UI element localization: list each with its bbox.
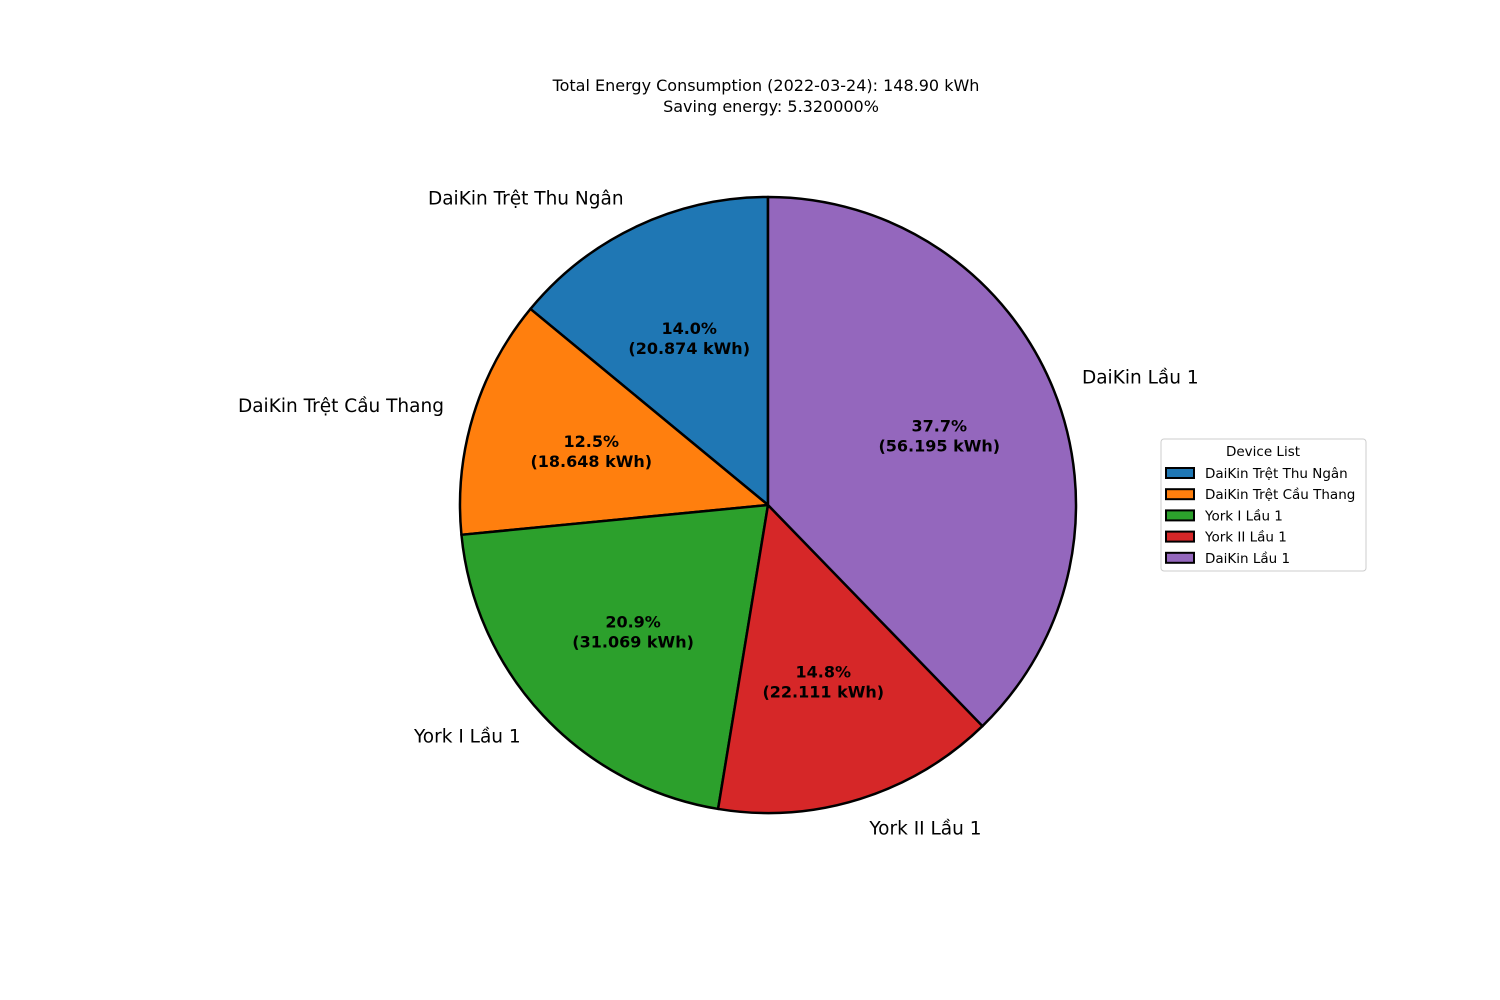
- slice-percent-daikin-tret-thu-ngan: 14.0%: [661, 319, 717, 338]
- slice-label-daikin-tret-cau-thang: DaiKin Trệt Cầu Thang: [238, 396, 444, 417]
- legend-label-york-i-lau-1: York I Lầu 1: [1204, 508, 1283, 524]
- slice-label-york-i-lau-1: York I Lầu 1: [413, 727, 521, 748]
- pie-slice-york-i-lau-1: [460, 503, 770, 811]
- legend-entries: DaiKin Trệt Thu Ngân DaiKin Trệt Cầu Than…: [1165, 466, 1355, 567]
- chart-title-line-1: Total Energy Consumption (2022-03-24): 1…: [552, 76, 980, 95]
- legend-label-daikin-tret-thu-ngan: DaiKin Trệt Thu Ngân: [1205, 466, 1348, 482]
- legend-swatch-daikin-tret-thu-ngan: [1165, 467, 1195, 479]
- chart-title-line-2: Saving energy: 5.320000%: [663, 97, 879, 116]
- slice-percent-daikin-lau-1: 37.7%: [912, 417, 968, 436]
- slice-value-daikin-lau-1: (56.195 kWh): [878, 437, 1000, 456]
- legend-title: Device List: [1226, 444, 1300, 460]
- slice-value-daikin-tret-cau-thang: (18.648 kWh): [530, 452, 652, 471]
- legend-label-york-ii-lau-1: York II Lầu 1: [1204, 530, 1287, 546]
- pie-slice-daikin-tret-cau-thang: [458, 307, 770, 537]
- slice-percent-york-ii-lau-1: 14.8%: [796, 662, 852, 681]
- legend-swatch-york-i-lau-1: [1165, 509, 1195, 522]
- pie-inner-labels: 14.0%(20.874 kWh)12.5%(18.648 kWh)20.9%(…: [530, 319, 1000, 702]
- pie-slice-york-ii-lau-1: [716, 503, 984, 815]
- legend-swatch-daikin-lau-1: [1165, 551, 1195, 564]
- legend-label-daikin-lau-1: DaiKin Lầu 1: [1205, 551, 1290, 567]
- slice-value-daikin-tret-thu-ngan: (20.874 kWh): [628, 339, 750, 358]
- pie-slice-daikin-tret-thu-ngan: [529, 195, 770, 507]
- slice-label-york-ii-lau-1: York II Lầu 1: [868, 818, 981, 839]
- slice-percent-york-i-lau-1: 20.9%: [605, 612, 661, 631]
- slice-percent-daikin-tret-cau-thang: 12.5%: [564, 432, 620, 451]
- legend-swatch-york-ii-lau-1: [1165, 530, 1195, 543]
- legend-swatch-daikin-tret-cau-thang: [1165, 488, 1195, 501]
- slice-value-york-ii-lau-1: (22.111 kWh): [762, 682, 884, 701]
- slice-value-york-i-lau-1: (31.069 kWh): [572, 632, 694, 651]
- pie-slice-daikin-lau-1: [766, 195, 1078, 728]
- slice-label-daikin-tret-thu-ngan: DaiKin Trệt Thu Ngân: [428, 189, 624, 210]
- legend-label-daikin-tret-cau-thang: DaiKin Trệt Cầu Thang: [1205, 487, 1355, 503]
- legend-box: [1160, 438, 1367, 572]
- pie-slices: [458, 195, 1078, 815]
- slice-label-daikin-lau-1: DaiKin Lầu 1: [1082, 368, 1199, 389]
- pie-outer-labels: DaiKin Trệt Thu Ngân DaiKin Trệt Cầu Than…: [238, 189, 1199, 840]
